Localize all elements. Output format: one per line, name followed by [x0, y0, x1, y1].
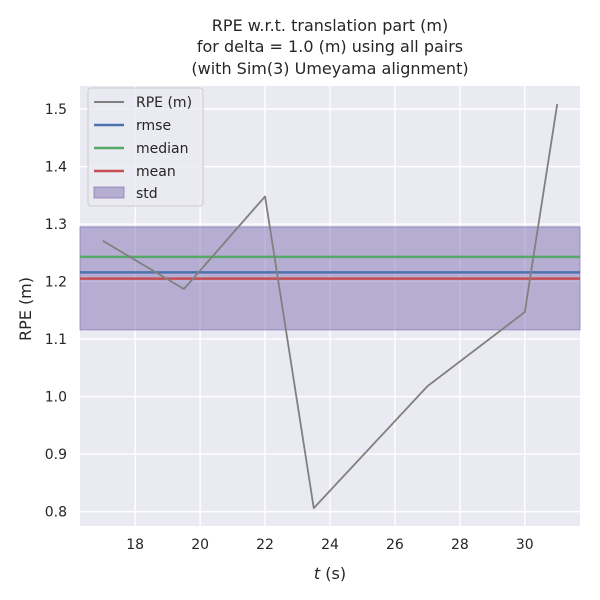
y-tick-label: 0.8: [45, 505, 67, 521]
y-tick-label: 0.9: [45, 447, 67, 463]
x-tick-labels: 18 20 22 24 26 28 30: [126, 537, 533, 553]
x-tick-label: 26: [386, 537, 404, 553]
chart-title-line-2: for delta = 1.0 (m) using all pairs: [197, 37, 463, 56]
legend-label-std: std: [136, 186, 158, 202]
rpe-series-line: [102, 103, 559, 510]
legend-label-median: median: [136, 141, 188, 157]
y-tick-label: 1.0: [45, 390, 67, 406]
legend-box: [87, 87, 204, 207]
y-tick-label: 1.4: [45, 160, 67, 176]
series-layer: [102, 103, 559, 510]
x-tick-label: 22: [256, 537, 274, 553]
x-tick-label: 20: [191, 537, 209, 553]
x-tick-label: 28: [451, 537, 469, 553]
x-axis-label-italic: t: [314, 564, 321, 583]
y-tick-label: 1.2: [45, 275, 67, 291]
y-tick-label: 1.1: [45, 332, 67, 348]
y-tick-label: 1.3: [45, 217, 67, 233]
chart-title-line-3: (with Sim(3) Umeyama alignment): [191, 59, 468, 78]
x-axis-label: t (s): [314, 564, 346, 583]
x-tick-label: 24: [321, 537, 339, 553]
chart-title-line-1: RPE w.r.t. translation part (m): [212, 16, 448, 35]
legend-swatch-std: [93, 186, 125, 199]
x-axis-label-unit: (s): [320, 564, 346, 583]
legend-label-rmse: rmse: [136, 118, 171, 134]
legend-label-mean: mean: [136, 164, 176, 180]
legend: RPE (m) rmse median mean std: [87, 87, 204, 207]
legend-label-rpe: RPE (m): [136, 95, 192, 111]
y-axis-label: RPE (m): [16, 277, 35, 341]
stat-lines: [80, 255, 580, 280]
x-tick-label: 18: [126, 537, 144, 553]
y-tick-labels: 0.8 0.9 1.0 1.1 1.2 1.3 1.4 1.5: [45, 102, 67, 521]
y-tick-label: 1.5: [45, 102, 67, 118]
x-tick-label: 30: [516, 537, 534, 553]
